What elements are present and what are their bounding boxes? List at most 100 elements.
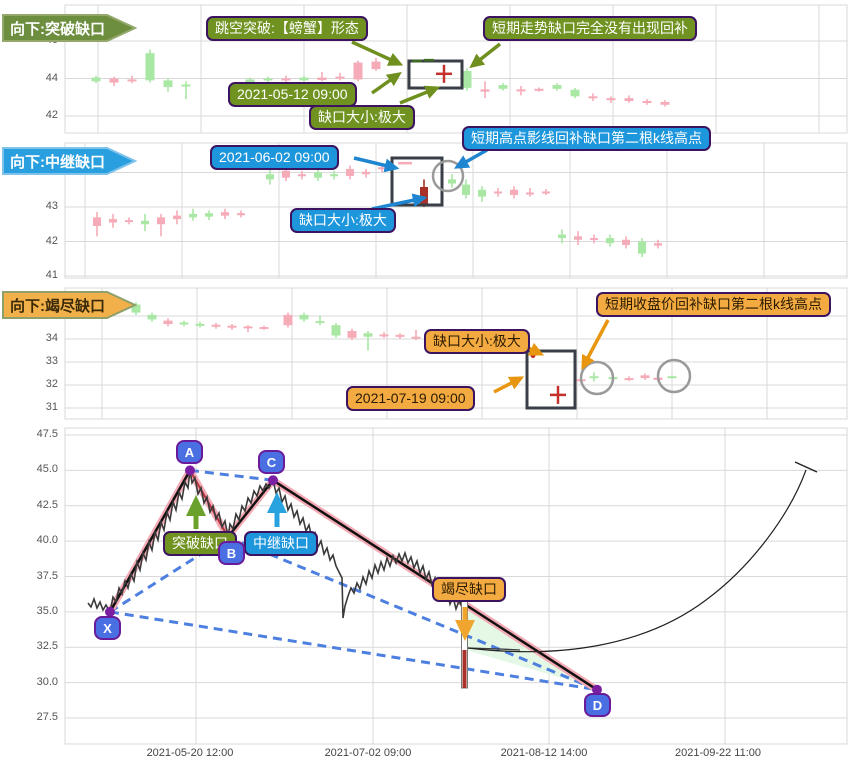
point-label-a: A bbox=[176, 440, 203, 464]
annotation-fill-note-p3: 短期收盘价回补缺口第二根k线高点 bbox=[596, 292, 831, 317]
banner-breakaway-gap: 向下:突破缺口 bbox=[2, 14, 138, 42]
candle bbox=[420, 179, 428, 207]
candle bbox=[109, 213, 117, 228]
candle bbox=[125, 217, 133, 225]
candle bbox=[462, 179, 470, 199]
candle bbox=[173, 210, 181, 225]
candle bbox=[395, 333, 405, 339]
panel1-breakaway-gap-grid bbox=[64, 4, 848, 134]
candle bbox=[189, 208, 197, 221]
candle bbox=[299, 312, 309, 322]
candle bbox=[558, 229, 566, 244]
candle bbox=[93, 212, 101, 237]
candle bbox=[480, 81, 490, 99]
panel4-xabcd-pattern-ytick: 37.5 bbox=[36, 569, 58, 582]
pattern-anchor-A bbox=[185, 465, 195, 476]
candle bbox=[588, 93, 598, 101]
banner-continuation-label: 向下:中继缺口 bbox=[10, 154, 105, 171]
candle bbox=[534, 87, 544, 92]
panel4-xabcd-pattern-ytick: 47.5 bbox=[36, 428, 58, 440]
annotation-no-fill: 短期走势缺口完全没有出现回补 bbox=[483, 16, 697, 41]
annotation-gap-size-p2: 缺口大小:极大 bbox=[290, 208, 396, 233]
x-axis-tick: 2021-07-02 09:00 bbox=[324, 747, 412, 759]
x-axis-tick: 2021-05-20 12:00 bbox=[146, 747, 234, 759]
candle bbox=[109, 76, 119, 86]
panel1-breakaway-gap-ytick: 42 bbox=[45, 109, 58, 121]
panel4-xabcd-pattern-ytick: 40.0 bbox=[36, 534, 58, 547]
pattern-dashed-line bbox=[109, 610, 598, 692]
candle bbox=[642, 99, 652, 105]
panel4-xabcd-pattern-ytick: 27.5 bbox=[36, 711, 58, 723]
gap-label-continuation: 中继缺口 bbox=[244, 531, 318, 556]
candle bbox=[147, 312, 157, 322]
candle bbox=[211, 322, 221, 329]
annotation-arrow bbox=[581, 319, 610, 371]
candle bbox=[371, 57, 381, 71]
panel3-exhaustion-gap-ytick: 32 bbox=[45, 378, 58, 390]
candle bbox=[346, 165, 354, 180]
candle bbox=[622, 236, 630, 249]
panel3-exhaustion-gap-ytick: 34 bbox=[45, 332, 58, 344]
candle bbox=[526, 188, 534, 197]
candle bbox=[298, 170, 306, 180]
annotation-date-p3: 2021-07-19 09:00 bbox=[346, 386, 475, 411]
annotation-arrow bbox=[371, 193, 428, 211]
fill-check-circle bbox=[431, 159, 465, 193]
candle bbox=[478, 186, 486, 202]
annotation-arrow bbox=[493, 376, 525, 394]
candle bbox=[259, 325, 269, 330]
candle bbox=[163, 78, 173, 92]
pattern-line-BC bbox=[227, 479, 274, 538]
candle bbox=[237, 210, 245, 218]
candle bbox=[281, 75, 291, 83]
candle bbox=[606, 96, 616, 103]
panel2-continuation-gap-ytick: 43 bbox=[45, 200, 58, 212]
banner-breakaway-label: 向下:突破缺口 bbox=[10, 21, 105, 38]
gap-label-exhaustion: 竭尽缺口 bbox=[432, 577, 506, 602]
candle bbox=[510, 186, 518, 199]
annotation-arrow bbox=[353, 156, 400, 173]
panel4-xabcd-pattern-ytick: 35.0 bbox=[36, 604, 58, 617]
point-label-d: D bbox=[584, 693, 611, 717]
candle bbox=[640, 373, 650, 380]
pattern-dashed-line bbox=[227, 535, 598, 692]
candle bbox=[574, 231, 582, 245]
panel3-exhaustion-gap-ytick: 31 bbox=[45, 401, 58, 413]
projection-curve bbox=[467, 469, 807, 653]
candle bbox=[266, 169, 274, 185]
candle bbox=[330, 170, 338, 180]
candle bbox=[283, 312, 293, 328]
annotation-arrow bbox=[453, 148, 488, 169]
annotation-arrow bbox=[469, 42, 502, 69]
candle bbox=[317, 71, 327, 82]
annotation-gap-size-p1: 缺口大小:极大 bbox=[309, 105, 415, 130]
panel2-continuation-gap-grid bbox=[64, 142, 848, 279]
pattern-anchor-D bbox=[592, 684, 602, 695]
candle bbox=[335, 72, 345, 81]
annotation-date-p1: 2021-05-12 09:00 bbox=[228, 82, 357, 107]
candle bbox=[347, 328, 357, 341]
candle bbox=[299, 75, 309, 82]
panel4-xabcd-pattern-ytick: 32.5 bbox=[36, 640, 58, 653]
candle bbox=[448, 174, 456, 189]
candle bbox=[589, 372, 599, 382]
candle bbox=[638, 238, 646, 258]
candle bbox=[624, 376, 634, 381]
candle bbox=[181, 81, 191, 100]
pattern-anchor-C bbox=[268, 475, 278, 486]
panel4-xabcd-pattern bbox=[87, 461, 818, 695]
banner-exhaustion-gap: 向下:竭尽缺口 bbox=[2, 291, 138, 319]
candle bbox=[263, 76, 273, 83]
candle bbox=[353, 60, 363, 82]
fill-check-circle bbox=[656, 358, 692, 394]
panel1-breakaway-gap-ytick: 44 bbox=[45, 71, 58, 84]
candle bbox=[494, 188, 502, 197]
panel1-breakaway-gap-gap-marks bbox=[351, 40, 502, 105]
candle bbox=[331, 322, 341, 338]
candle bbox=[654, 239, 662, 249]
candle bbox=[127, 75, 137, 84]
candle bbox=[379, 332, 389, 338]
x-axis-tick: 2021-08-12 14:00 bbox=[500, 747, 588, 759]
